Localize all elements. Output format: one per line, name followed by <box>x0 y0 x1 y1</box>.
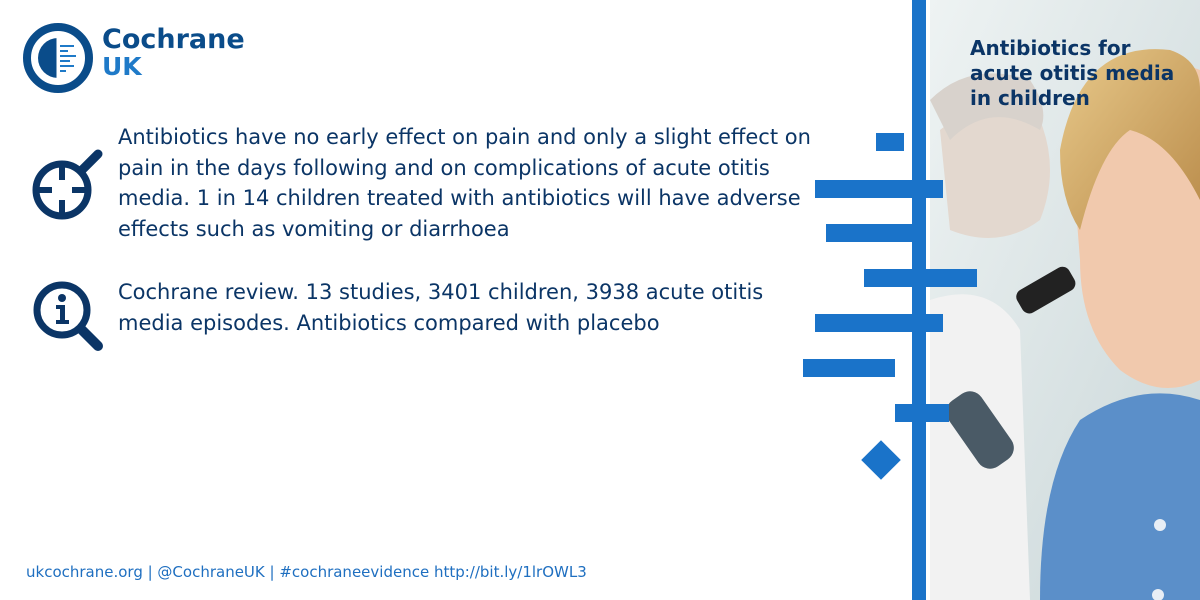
panel-title: Antibiotics for acute otitis media in ch… <box>970 36 1175 110</box>
brand-name: Cochrane <box>102 24 245 55</box>
finding-text-1: Antibiotics have no early effect on pain… <box>118 125 811 241</box>
magnifier-info-icon <box>33 281 103 351</box>
magnifier-target-icon <box>32 149 103 220</box>
cochrane-logo-icon <box>23 23 93 93</box>
doctor-examining-child-ear-photo <box>930 0 1200 600</box>
brand-region: UK <box>102 52 142 82</box>
finding-text-2: Cochrane review. 13 studies, 3401 childr… <box>118 280 764 335</box>
footer-links: ukcochrane.org | @CochraneUK | #cochrane… <box>26 563 587 581</box>
brand-wordmark: Cochrane UK <box>102 24 245 82</box>
